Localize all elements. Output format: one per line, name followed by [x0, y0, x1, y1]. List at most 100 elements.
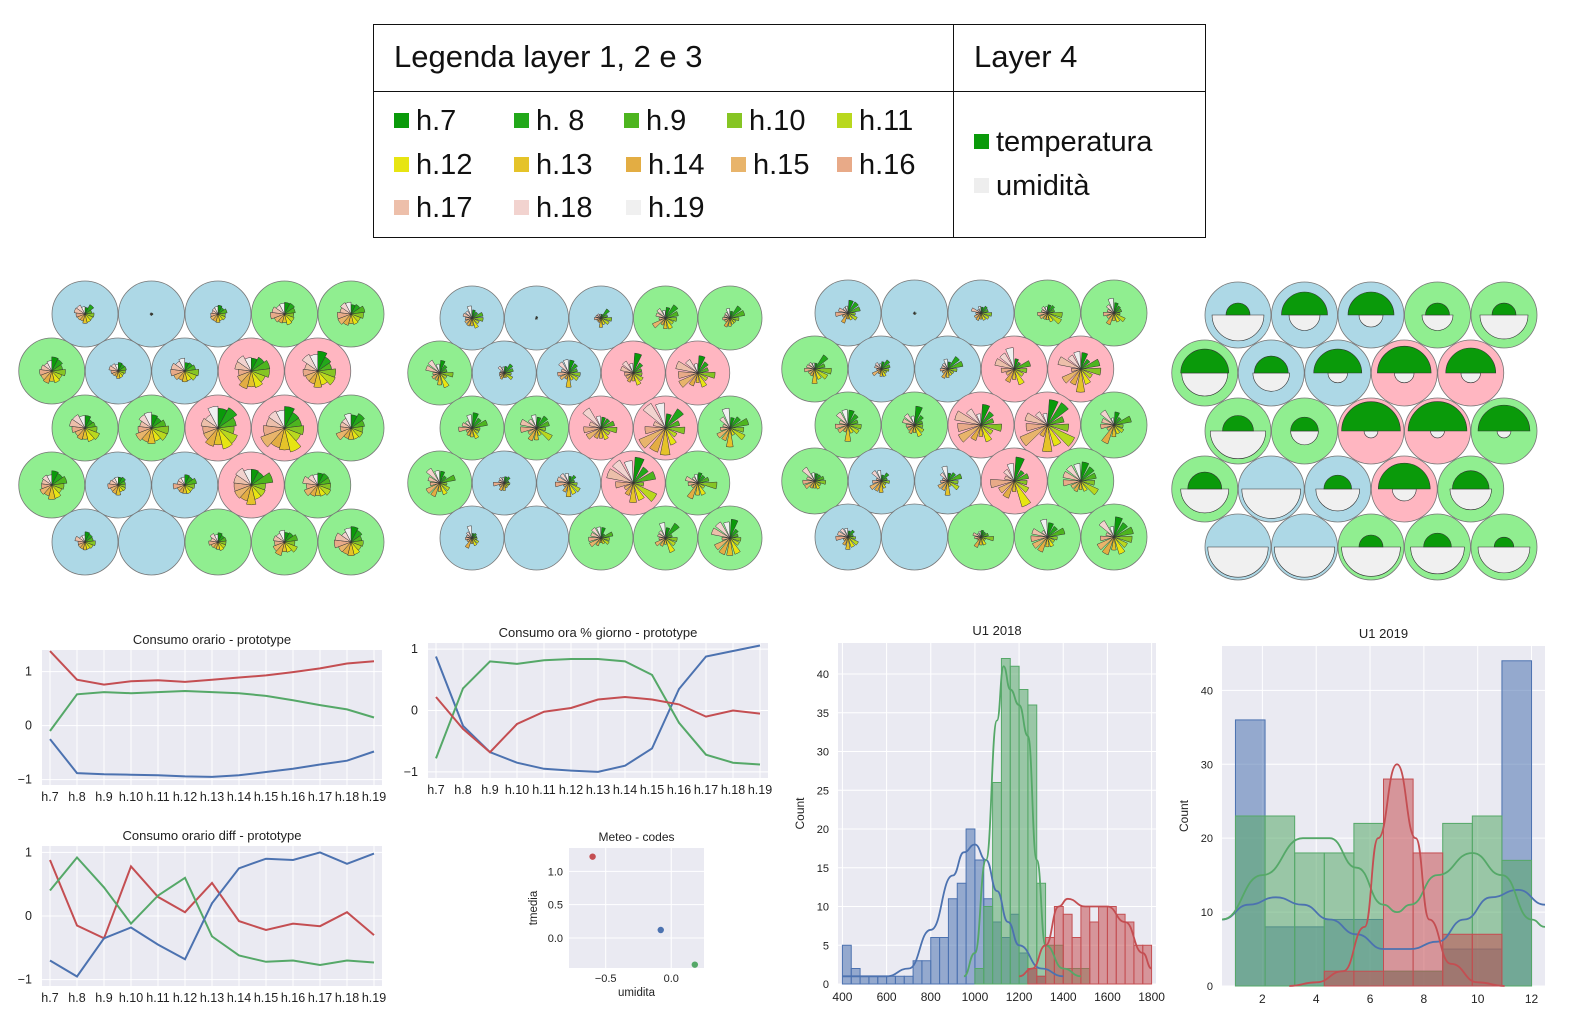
humidity-semicircle: [1449, 488, 1492, 511]
hour-wedge: [84, 541, 94, 549]
hour-wedge: [693, 473, 698, 484]
som-cell: [118, 508, 185, 576]
hour-wedge: [536, 415, 549, 429]
som-cell: [697, 395, 763, 461]
hour-wedge: [633, 362, 644, 374]
hour-wedge: [317, 356, 332, 372]
hour-wedge: [583, 426, 602, 434]
y-axis-label: Count: [1177, 799, 1191, 832]
hour-wedge: [814, 363, 826, 370]
hour-wedge: [427, 359, 440, 374]
som-cell: [1014, 391, 1081, 459]
hour-wedge: [1047, 424, 1076, 447]
hour-wedge: [723, 314, 731, 319]
x-tick-label: 600: [877, 990, 897, 1004]
hour-wedge: [658, 530, 666, 539]
hour-wedge: [1032, 536, 1048, 549]
legend-label: h.15: [753, 149, 810, 181]
histogram-bar: [1106, 906, 1117, 985]
hour-wedge: [685, 476, 698, 484]
hour-wedge: [260, 427, 285, 448]
hour-wedge: [596, 313, 602, 319]
som-cell: [881, 391, 948, 459]
hour-wedge: [527, 427, 537, 435]
hour-wedge: [633, 372, 644, 382]
hour-wedge: [1080, 461, 1090, 482]
hour-wedge: [1113, 302, 1119, 314]
hour-wedge: [284, 534, 298, 543]
hour-wedge: [729, 528, 739, 539]
hour-wedge: [284, 412, 300, 429]
legend-item-hour: h.16: [837, 149, 915, 182]
hour-wedge: [947, 368, 958, 373]
hour-wedge: [999, 352, 1015, 370]
hour-wedge: [978, 424, 984, 437]
hour-wedge: [137, 426, 152, 434]
som-cell: [536, 340, 602, 406]
hour-wedge: [1071, 368, 1081, 373]
hour-wedge: [504, 476, 511, 484]
hour-wedge: [309, 353, 318, 372]
som-cell: [536, 450, 602, 516]
x-tick-label: h.15: [640, 783, 664, 797]
som-cell: [51, 394, 119, 462]
hour-wedge: [425, 482, 440, 494]
hour-wedge: [1113, 424, 1121, 435]
som-cell: [471, 340, 537, 406]
hour-wedge: [1011, 368, 1017, 380]
hour-wedge: [279, 302, 285, 315]
hour-wedge: [114, 363, 119, 372]
hour-wedge: [844, 424, 852, 442]
hour-wedge: [1113, 536, 1128, 548]
histogram-bar: [1353, 970, 1385, 987]
hour-wedge: [527, 427, 537, 442]
hour-wedge: [665, 413, 672, 429]
hour-wedge: [1042, 412, 1048, 426]
legend-swatch: [394, 200, 409, 215]
hour-wedge: [1113, 516, 1123, 538]
hour-wedge: [725, 308, 731, 319]
hour-wedge: [493, 481, 505, 487]
hour-wedge: [947, 356, 960, 370]
hour-wedge: [977, 308, 982, 314]
hour-wedge: [980, 308, 989, 314]
hour-wedge: [839, 527, 849, 538]
hour-wedge: [644, 426, 666, 435]
hour-wedge: [657, 533, 666, 539]
hour-wedge: [633, 368, 643, 374]
hour-wedge: [1113, 411, 1120, 426]
hour-wedge: [638, 427, 666, 449]
hour-wedge: [118, 369, 126, 374]
hour-wedge: [941, 368, 948, 374]
hour-wedge: [847, 299, 854, 314]
histogram-bar: [921, 960, 932, 985]
som-cell: [151, 451, 219, 519]
hour-wedge: [1105, 312, 1115, 326]
temperature-semicircle: [1425, 302, 1450, 316]
hour-wedge: [439, 364, 448, 374]
hour-wedge: [942, 362, 948, 370]
hour-wedge: [599, 537, 603, 543]
hour-wedge: [568, 359, 575, 374]
som-cell: [217, 451, 285, 519]
hour-wedge: [590, 532, 602, 539]
som-cell: [847, 447, 915, 515]
line-chart-2: h.7 h.8 h.9 h.10 h.11 h.12 h.13 h.14 h.15 h.16 h.1…: [18, 828, 386, 1005]
y-tick-label: 40: [1201, 685, 1213, 697]
hour-wedge: [1039, 312, 1048, 320]
hour-wedge: [600, 427, 611, 436]
hour-wedge: [814, 480, 827, 485]
hour-wedge: [1073, 480, 1081, 493]
hour-wedge: [1096, 536, 1115, 551]
legend-label: umidità: [996, 170, 1090, 202]
hour-wedge: [270, 312, 285, 320]
hour-wedge: [466, 525, 473, 539]
hour-wedge: [116, 370, 121, 379]
hour-wedge: [881, 477, 888, 482]
hour-wedge: [1006, 462, 1015, 482]
hour-wedge: [427, 476, 440, 484]
hour-wedge: [498, 476, 505, 484]
hour-wedge: [1080, 358, 1091, 370]
hour-wedge: [312, 474, 318, 486]
